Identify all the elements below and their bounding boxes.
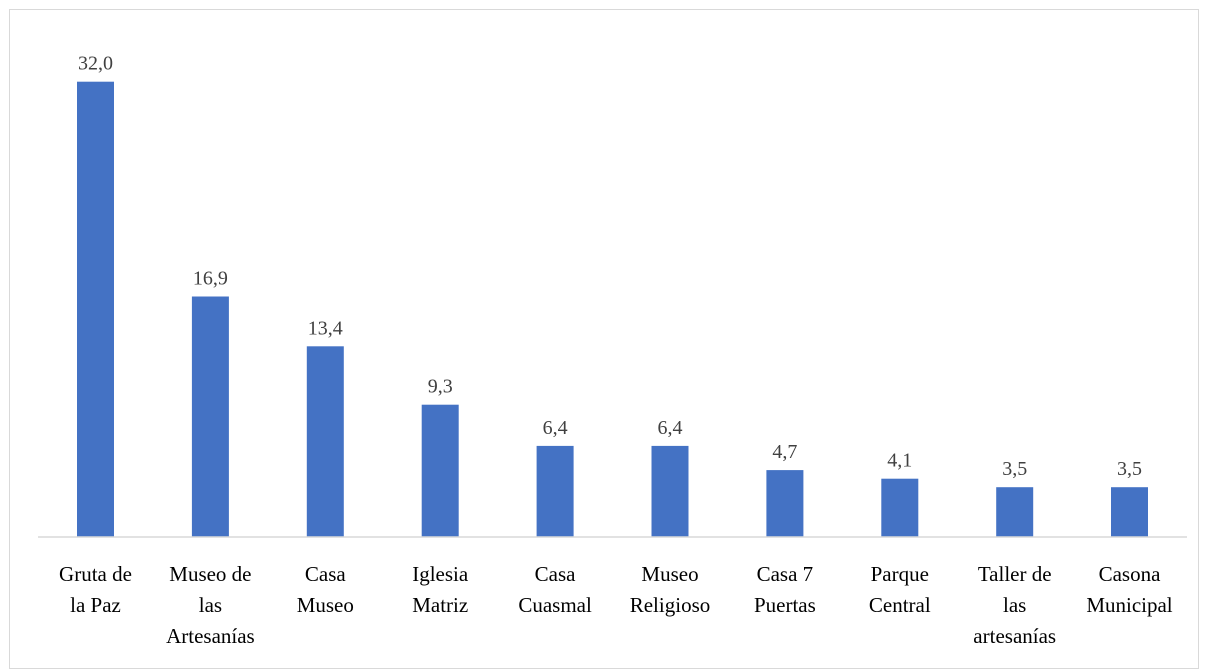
bar (881, 478, 919, 537)
category-label-line: Museo (641, 562, 698, 586)
category-label-line: Casa 7 (757, 562, 814, 586)
category-label-line: Iglesia (412, 562, 469, 586)
category-label-line: Casa (535, 562, 577, 586)
category-label-line: Museo de (169, 562, 251, 586)
category-label: Casa Museo (297, 562, 354, 617)
data-label: 3,5 (1117, 458, 1142, 480)
category-label-line: Religioso (630, 593, 711, 617)
category-label: Gruta de la Paz (59, 562, 132, 617)
category-label: Museo Religioso (630, 562, 711, 617)
data-label: 4,1 (887, 450, 912, 472)
category-label-line: Parque (871, 562, 929, 586)
category-label-line: Cuasmal (518, 593, 592, 617)
category-label-group: Gruta de la Paz Museo de las Artesanías Casa M… (59, 562, 1173, 648)
category-label-line: la Paz (70, 593, 121, 617)
bar (996, 487, 1034, 537)
category-label: Taller de las artesanías (973, 562, 1056, 648)
bar (651, 445, 689, 537)
data-label: 3,5 (1002, 458, 1027, 480)
category-label: Casa Cuasmal (518, 562, 592, 617)
bar (306, 346, 344, 537)
category-label: Museo de las Artesanías (166, 562, 255, 648)
category-label-line: Casona (1099, 562, 1162, 586)
bar (1111, 487, 1148, 537)
category-label-line: Taller de (978, 562, 1052, 586)
category-label-line: Casa (305, 562, 347, 586)
category-label: Casa 7 Puertas (754, 562, 816, 617)
data-label: 32,0 (78, 53, 113, 75)
category-label: Parque Central (869, 562, 931, 617)
category-label-line: las (199, 593, 222, 617)
category-label: Iglesia Matriz (412, 562, 469, 617)
category-label-line: Gruta de (59, 562, 132, 586)
category-label: Casona Municipal (1086, 562, 1172, 617)
data-label: 9,3 (428, 376, 453, 398)
data-label: 16,9 (193, 268, 228, 290)
category-label-line: Municipal (1086, 593, 1172, 617)
bar (77, 81, 114, 537)
category-label-line: Puertas (754, 593, 816, 617)
bar (536, 445, 574, 537)
bar (191, 296, 229, 537)
bar (766, 470, 804, 537)
category-label-line: Matriz (412, 593, 468, 617)
bar (421, 404, 459, 537)
category-label-line: Museo (297, 593, 354, 617)
data-label: 6,4 (543, 417, 568, 439)
data-label: 4,7 (772, 441, 797, 463)
category-label-line: artesanías (973, 624, 1056, 648)
data-label: 6,4 (658, 417, 683, 439)
category-label-line: Central (869, 593, 931, 617)
bar-group (77, 81, 1148, 537)
value-label-group: 32,0 16,9 13,4 9,3 6,4 6,4 4,7 4,1 3,5 3,5 (78, 53, 1142, 481)
category-label-line: las (1003, 593, 1026, 617)
data-label: 13,4 (308, 317, 343, 339)
category-label-line: Artesanías (166, 624, 255, 648)
